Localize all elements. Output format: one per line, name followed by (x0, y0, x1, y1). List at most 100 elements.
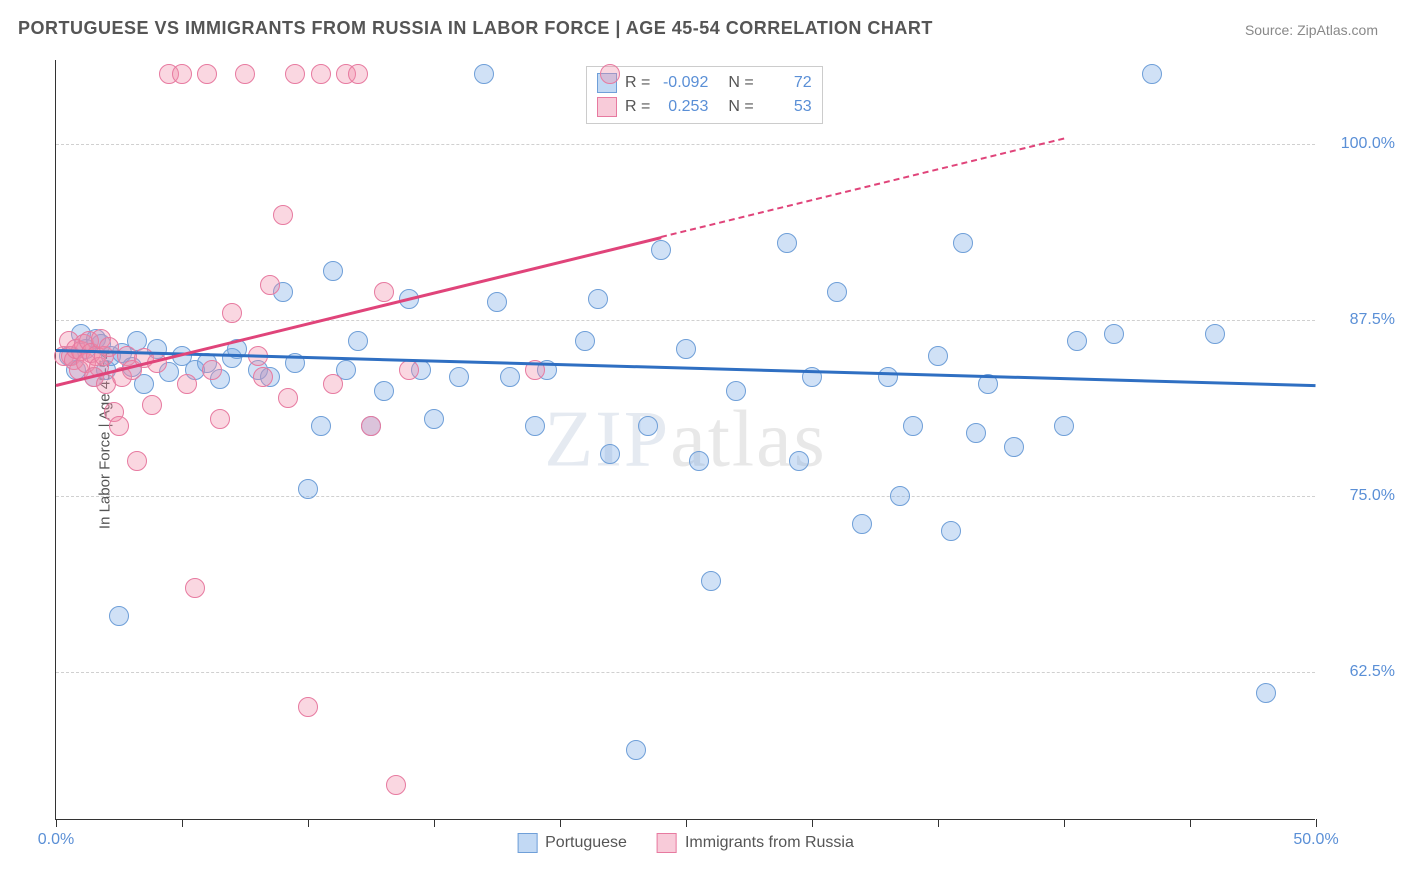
data-point (474, 64, 494, 84)
data-point (374, 381, 394, 401)
n-label: N = (728, 71, 753, 95)
data-point (928, 346, 948, 366)
y-tick-label: 100.0% (1325, 135, 1395, 153)
n-value: 72 (762, 71, 812, 95)
data-point (210, 409, 230, 429)
chart-title: PORTUGUESE VS IMMIGRANTS FROM RUSSIA IN … (18, 18, 933, 39)
x-tick (1190, 819, 1191, 827)
data-point (575, 331, 595, 351)
data-point (966, 423, 986, 443)
data-point (953, 233, 973, 253)
data-point (852, 514, 872, 534)
watermark: ZIPatlas (544, 394, 827, 485)
legend-item: Portuguese (517, 833, 627, 853)
data-point (827, 282, 847, 302)
data-point (374, 282, 394, 302)
data-point (109, 416, 129, 436)
y-tick-label: 87.5% (1325, 311, 1395, 329)
data-point (172, 64, 192, 84)
x-tick (56, 819, 57, 827)
data-point (311, 64, 331, 84)
data-point (361, 416, 381, 436)
r-value: -0.092 (658, 71, 708, 95)
data-point (386, 775, 406, 795)
data-point (1054, 416, 1074, 436)
data-point (127, 451, 147, 471)
r-value: 0.253 (658, 95, 708, 119)
legend-swatch (597, 97, 617, 117)
y-tick-label: 62.5% (1325, 663, 1395, 681)
data-point (222, 303, 242, 323)
x-tick (686, 819, 687, 827)
data-point (689, 451, 709, 471)
data-point (273, 205, 293, 225)
source-label: Source: ZipAtlas.com (1245, 22, 1378, 38)
data-point (890, 486, 910, 506)
data-point (253, 367, 273, 387)
r-label: R = (625, 95, 650, 119)
legend-item: Immigrants from Russia (657, 833, 854, 853)
legend-stats-row: R = 0.253 N = 53 (597, 95, 812, 119)
data-point (109, 606, 129, 626)
data-point (235, 64, 255, 84)
data-point (676, 339, 696, 359)
data-point (701, 571, 721, 591)
data-point (726, 381, 746, 401)
data-point (185, 578, 205, 598)
data-point (588, 289, 608, 309)
data-point (177, 374, 197, 394)
data-point (298, 697, 318, 717)
data-point (1256, 683, 1276, 703)
data-point (903, 416, 923, 436)
r-label: R = (625, 71, 650, 95)
x-tick (434, 819, 435, 827)
data-point (278, 388, 298, 408)
data-point (202, 360, 222, 380)
watermark-bold: ZIP (544, 395, 670, 483)
x-tick (812, 819, 813, 827)
data-point (285, 64, 305, 84)
x-tick (182, 819, 183, 827)
legend-swatch (657, 833, 677, 853)
legend-stats: R = -0.092 N = 72 R = 0.253 N = 53 (586, 66, 823, 124)
data-point (525, 416, 545, 436)
trend-line (661, 137, 1065, 237)
x-tick (938, 819, 939, 827)
x-tick (308, 819, 309, 827)
data-point (399, 360, 419, 380)
data-point (424, 409, 444, 429)
n-value: 53 (762, 95, 812, 119)
gridline (56, 144, 1315, 145)
legend-bottom: Portuguese Immigrants from Russia (517, 833, 854, 853)
data-point (600, 444, 620, 464)
data-point (449, 367, 469, 387)
data-point (1067, 331, 1087, 351)
gridline (56, 320, 1315, 321)
data-point (777, 233, 797, 253)
y-tick-label: 75.0% (1325, 487, 1395, 505)
data-point (311, 416, 331, 436)
data-point (260, 275, 280, 295)
data-point (638, 416, 658, 436)
data-point (651, 240, 671, 260)
data-point (600, 64, 620, 84)
data-point (323, 374, 343, 394)
data-point (487, 292, 507, 312)
data-point (298, 479, 318, 499)
data-point (1205, 324, 1225, 344)
x-tick (1316, 819, 1317, 827)
n-label: N = (728, 95, 753, 119)
data-point (500, 367, 520, 387)
legend-swatch (517, 833, 537, 853)
data-point (1004, 437, 1024, 457)
x-tick (1064, 819, 1065, 827)
data-point (323, 261, 343, 281)
data-point (197, 64, 217, 84)
data-point (142, 395, 162, 415)
legend-label: Portuguese (545, 834, 627, 852)
x-tick (560, 819, 561, 827)
data-point (941, 521, 961, 541)
gridline (56, 496, 1315, 497)
plot-area: In Labor Force | Age 45-54 ZIPatlas R =-… (55, 60, 1315, 820)
data-point (878, 367, 898, 387)
